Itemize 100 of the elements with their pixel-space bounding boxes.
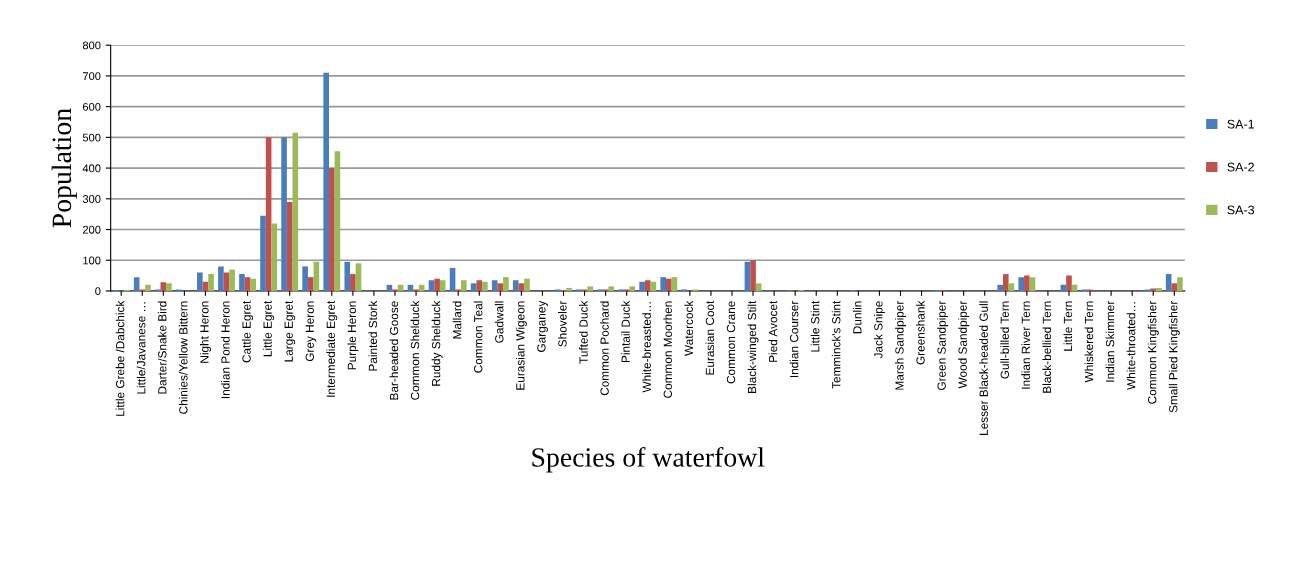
x-tick-label: Black-bellied Tern [1042, 301, 1052, 393]
bar [271, 223, 278, 291]
bar [307, 277, 314, 291]
x-tick-label: Eurasian Coot [705, 300, 715, 375]
x-tick-label: Green Sandpiper [937, 300, 949, 391]
x-tick-label: Indian Pond Heron [221, 301, 230, 399]
bar [470, 283, 477, 291]
x-tick-label: Grey Heron [305, 301, 317, 362]
y-tick-label: 100 [83, 256, 101, 265]
bar [439, 280, 446, 291]
bar [1066, 275, 1072, 291]
x-tick-label: Chinies/Yellow Bittern [178, 301, 188, 414]
x-tick-label: Wood Sandpiper [958, 300, 970, 389]
x-tick-label: Little Stint [810, 300, 820, 352]
y-tick-label: 800 [82, 41, 101, 50]
bar [461, 280, 467, 291]
x-tick-label: Mallard [452, 301, 462, 339]
bar [518, 283, 525, 291]
bar [497, 283, 504, 291]
bar [660, 277, 666, 291]
bar [666, 278, 672, 291]
x-tick-label: Ruddy Shelduck [431, 300, 443, 386]
bar [503, 277, 509, 291]
bar [1024, 275, 1030, 291]
x-tick-label: Garganey [537, 300, 548, 352]
bar [491, 280, 498, 291]
x-tick-label: Large Egret [284, 300, 296, 362]
bar [281, 137, 287, 291]
x-tick-label: Little Tern [1063, 301, 1073, 351]
bar [639, 281, 645, 291]
x-tick-label: White-breasted… [642, 302, 651, 393]
x-tick-label: Indian Courser [789, 300, 799, 378]
x-axis-title: Species of waterfowl [532, 446, 765, 473]
x-tick-label: Small Pied Kingfisher [1168, 300, 1180, 413]
x-tick-label: Temminck's Stint [831, 300, 841, 389]
bar [1002, 274, 1009, 291]
x-tick-label: Jack Snipe [873, 301, 885, 359]
bar [608, 286, 615, 291]
x-tick-label: Painted Stork [368, 300, 378, 371]
x-tick-label: Common Crane [726, 301, 736, 384]
x-tick-label: Marsh Sandpiper [894, 300, 906, 390]
bar [1156, 287, 1162, 291]
x-tick-label: Whiskered Tern [1084, 301, 1094, 383]
bar [1171, 283, 1178, 291]
bar [997, 284, 1003, 291]
bar [344, 261, 351, 291]
x-tick-label: Greenshank [916, 300, 925, 365]
bar [629, 286, 636, 291]
bar [524, 278, 530, 291]
x-tick-label: Indian River Tern [1021, 301, 1031, 389]
x-tick-label: Darter/Snake Bird [157, 301, 167, 394]
x-tick-label: Pintail Duck [621, 300, 630, 363]
bar [750, 260, 756, 291]
bar [244, 277, 251, 291]
bar [566, 287, 572, 291]
bar [229, 269, 235, 291]
bar [208, 274, 214, 291]
x-tick-label: Gadwall [494, 301, 504, 343]
bar [355, 263, 362, 291]
bar [428, 280, 435, 291]
y-tick-label: 500 [82, 133, 101, 142]
bar [671, 277, 678, 291]
bar [250, 278, 256, 291]
x-tick-label: Common Moorhen [663, 301, 672, 398]
bar [476, 280, 483, 291]
x-tick-label: Pied Avocet [768, 300, 778, 362]
bar [323, 72, 330, 291]
x-tick-label: Bar-headed Goose [389, 301, 399, 400]
x-tick-label: Intermediate Egret [326, 300, 338, 397]
bar [133, 277, 140, 291]
bar [218, 266, 224, 291]
x-tick-label: Little Egret [263, 300, 275, 357]
bar [1008, 283, 1015, 291]
x-tick-label: Watercock [684, 300, 694, 356]
bar [166, 283, 172, 291]
x-tick-label: Cattle Egret [242, 300, 254, 363]
x-tick-label: Little/Javanese … [136, 302, 146, 394]
x-tick-label: Shoveler [558, 300, 567, 347]
x-tick-label: Indian Skimmer [1105, 300, 1115, 382]
bar [286, 201, 293, 291]
bar [260, 215, 266, 291]
y-tick-label: 700 [82, 72, 101, 81]
x-tick-label: Lesser Black-headed Gull [979, 301, 988, 435]
bar [160, 282, 167, 291]
y-axis-title: Population [51, 108, 77, 228]
x-tick-label: Purple Heron [347, 301, 359, 370]
bar [1018, 277, 1025, 291]
x-tick-label: White-throated… [1126, 302, 1136, 390]
x-tick-label: Night Heron [199, 301, 211, 363]
x-tick-label: Common Teal [473, 301, 483, 373]
bar [145, 284, 151, 291]
bar [329, 168, 335, 291]
bar [302, 266, 308, 291]
bar [197, 272, 203, 291]
bar [755, 283, 762, 291]
x-tick-label: Tufted Duck [579, 300, 588, 364]
x-tick-label: Common Kingfisher [1147, 300, 1159, 404]
y-tick-label: 300 [82, 195, 101, 203]
bar [644, 280, 651, 291]
y-tick-label: 200 [82, 225, 101, 234]
